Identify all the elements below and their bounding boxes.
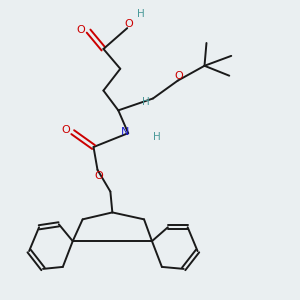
Text: O: O — [175, 71, 184, 81]
Text: N: N — [121, 127, 129, 137]
Text: O: O — [62, 125, 70, 135]
Text: H: H — [137, 9, 145, 19]
Text: H: H — [153, 132, 160, 142]
Text: O: O — [124, 19, 133, 29]
Text: O: O — [94, 171, 103, 181]
Text: O: O — [77, 25, 85, 34]
Text: H: H — [142, 98, 150, 107]
